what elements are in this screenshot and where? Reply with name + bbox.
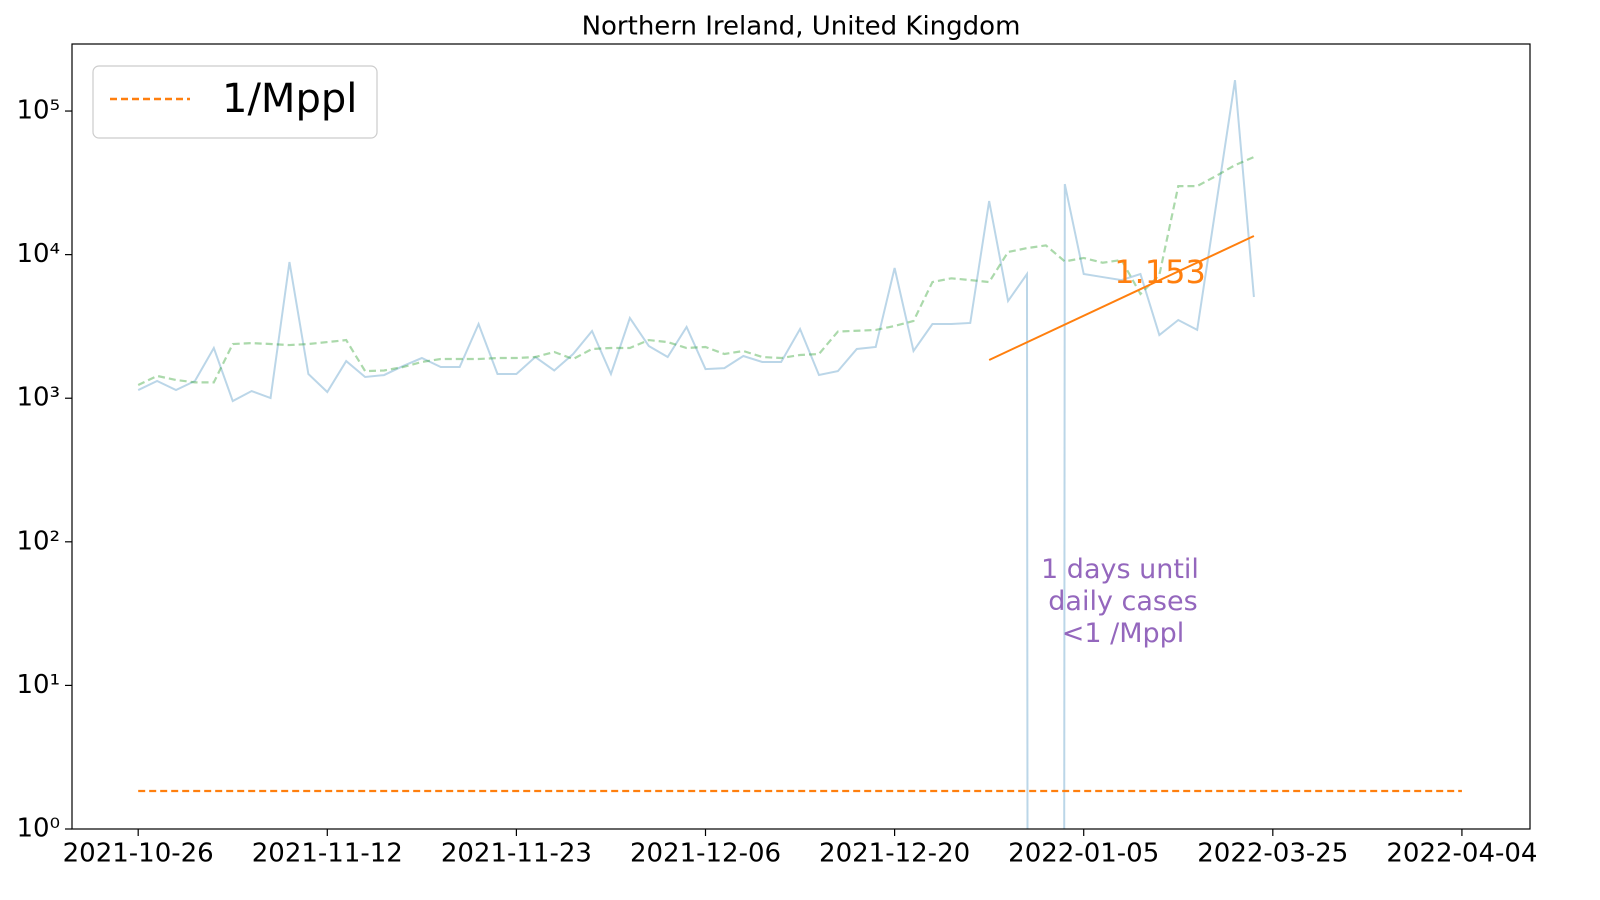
- x-tick-label: 2021-12-20: [819, 839, 970, 869]
- y-tick-label: 10¹: [16, 670, 60, 700]
- series-line: [988, 235, 1255, 361]
- y-tick-label: 10⁴: [16, 239, 60, 269]
- x-tick-label: 2022-01-05: [1008, 839, 1159, 869]
- y-tick-label: 10²: [16, 526, 60, 556]
- legend-label: 1/Mppl: [222, 76, 357, 122]
- x-tick-label: 2021-10-26: [63, 839, 214, 869]
- series-line: [137, 156, 1255, 387]
- axes-frame: [71, 43, 1531, 830]
- annotation-line: 1 days until: [1041, 554, 1199, 585]
- chart-title: Northern Ireland, United Kingdom: [582, 12, 1021, 42]
- x-tick-label: 2021-11-23: [441, 839, 592, 869]
- y-tick-label: 10³: [16, 383, 60, 413]
- x-tick-label: 2022-03-25: [1197, 839, 1348, 869]
- x-tick-label: 2022-04-04: [1386, 839, 1537, 869]
- x-tick-label: 2021-11-12: [252, 839, 403, 869]
- x-tick-label: 2021-12-06: [630, 839, 781, 869]
- legend-box: [92, 65, 378, 139]
- annotation-line: <1 /Mppl: [1062, 618, 1185, 649]
- plot-area: [137, 80, 1462, 829]
- y-tick-label: 10⁰: [16, 814, 60, 844]
- days-annotation: 1 days until daily cases <1 /Mppl: [1041, 554, 1199, 649]
- y-tick-label: 10⁵: [16, 96, 60, 126]
- series-line: [137, 80, 1255, 829]
- slope-annotation: 1.153: [1114, 253, 1206, 291]
- annotation-line: daily cases: [1048, 586, 1197, 617]
